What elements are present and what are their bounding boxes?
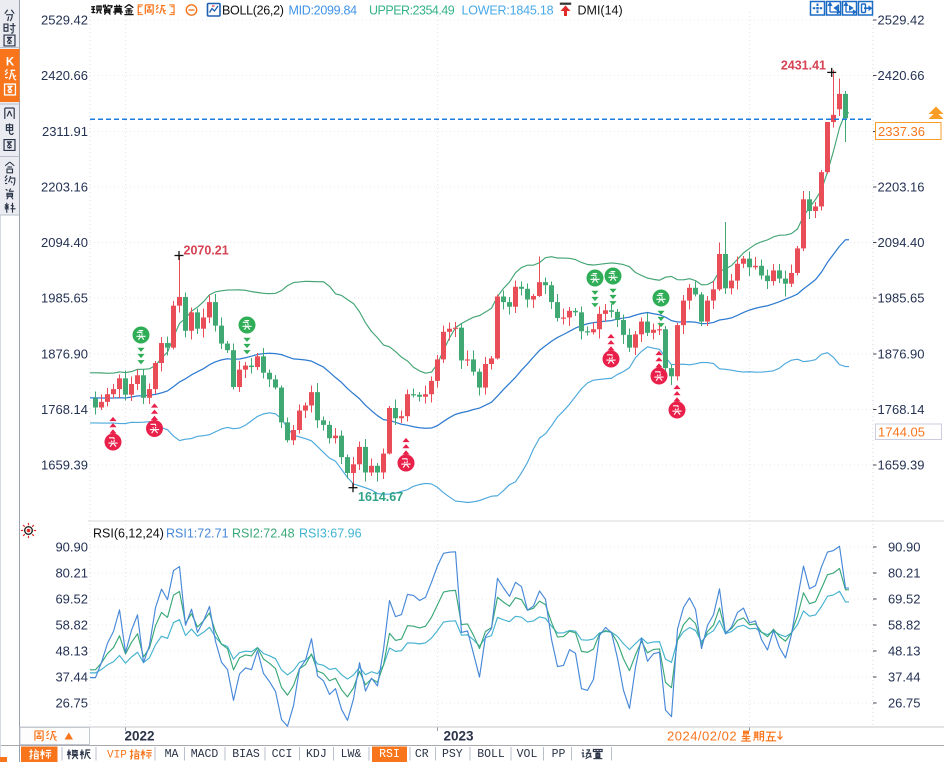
svg-text:2529.42: 2529.42 bbox=[41, 13, 88, 28]
svg-text:LOWER:1845.18: LOWER:1845.18 bbox=[462, 4, 554, 18]
svg-text:BIAS: BIAS bbox=[232, 748, 260, 761]
svg-text:MA: MA bbox=[165, 748, 179, 761]
svg-text:2023: 2023 bbox=[444, 729, 475, 744]
svg-text:1768.14: 1768.14 bbox=[41, 402, 88, 417]
svg-text:CCI: CCI bbox=[272, 748, 293, 761]
svg-text:90.90: 90.90 bbox=[55, 540, 88, 555]
svg-text:48.13: 48.13 bbox=[55, 644, 88, 659]
svg-text:58.82: 58.82 bbox=[888, 618, 921, 633]
svg-text:2420.66: 2420.66 bbox=[41, 68, 88, 83]
svg-text:1876.90: 1876.90 bbox=[41, 346, 88, 361]
svg-text:1768.14: 1768.14 bbox=[878, 402, 925, 417]
svg-text:2420.66: 2420.66 bbox=[878, 68, 925, 83]
svg-text:2529.42: 2529.42 bbox=[878, 13, 925, 28]
svg-text:2431.41: 2431.41 bbox=[781, 59, 826, 73]
svg-text:2022: 2022 bbox=[125, 729, 155, 744]
svg-text:2024/02/02: 2024/02/02 bbox=[667, 729, 737, 744]
svg-text:KDJ: KDJ bbox=[306, 748, 327, 761]
svg-text:37.44: 37.44 bbox=[888, 670, 921, 685]
svg-text:69.52: 69.52 bbox=[55, 592, 88, 607]
svg-text:90.90: 90.90 bbox=[888, 540, 921, 555]
svg-text:DMI(14): DMI(14) bbox=[578, 4, 623, 18]
svg-text:MID:2099.84: MID:2099.84 bbox=[289, 4, 358, 18]
svg-text:MACD: MACD bbox=[191, 748, 219, 761]
svg-text:PP: PP bbox=[552, 748, 566, 761]
svg-text:1614.67: 1614.67 bbox=[358, 490, 403, 504]
svg-text:2203.16: 2203.16 bbox=[878, 179, 925, 194]
svg-text:RSI3:67.96: RSI3:67.96 bbox=[299, 527, 362, 541]
svg-text:CR: CR bbox=[415, 748, 429, 761]
svg-text:UPPER:2354.49: UPPER:2354.49 bbox=[369, 4, 455, 18]
svg-text:37.44: 37.44 bbox=[55, 670, 88, 685]
svg-text:1985.65: 1985.65 bbox=[41, 291, 88, 306]
svg-text:2203.16: 2203.16 bbox=[41, 179, 88, 194]
svg-text:26.75: 26.75 bbox=[55, 696, 88, 711]
svg-text:K: K bbox=[6, 57, 15, 69]
svg-text:VOL: VOL bbox=[517, 748, 538, 761]
svg-text:RSI: RSI bbox=[379, 748, 400, 761]
svg-text:BOLL: BOLL bbox=[477, 748, 505, 761]
svg-text:RSI1:72.71: RSI1:72.71 bbox=[166, 527, 229, 541]
svg-text:PSY: PSY bbox=[442, 748, 463, 761]
svg-text:2070.21: 2070.21 bbox=[184, 244, 229, 258]
svg-text:2094.40: 2094.40 bbox=[878, 235, 925, 250]
svg-text:1876.90: 1876.90 bbox=[878, 346, 925, 361]
svg-text:2337.36: 2337.36 bbox=[878, 124, 925, 139]
svg-text:69.52: 69.52 bbox=[888, 592, 921, 607]
svg-text:VIP: VIP bbox=[107, 750, 127, 762]
svg-text:1659.39: 1659.39 bbox=[41, 458, 88, 473]
svg-text:RSI2:72.48: RSI2:72.48 bbox=[232, 527, 295, 541]
svg-text:LW&: LW& bbox=[341, 748, 362, 761]
svg-text:58.82: 58.82 bbox=[55, 618, 88, 633]
svg-text:80.21: 80.21 bbox=[55, 566, 88, 581]
svg-text:48.13: 48.13 bbox=[888, 644, 921, 659]
svg-text:26.75: 26.75 bbox=[888, 696, 921, 711]
svg-text:1985.65: 1985.65 bbox=[878, 291, 925, 306]
svg-text:BOLL(26,2): BOLL(26,2) bbox=[222, 4, 284, 18]
svg-text:RSI(6,12,24): RSI(6,12,24) bbox=[93, 527, 164, 541]
svg-text:2094.40: 2094.40 bbox=[41, 235, 88, 250]
svg-text:1659.39: 1659.39 bbox=[878, 458, 925, 473]
svg-text:80.21: 80.21 bbox=[888, 566, 921, 581]
svg-text:1744.05: 1744.05 bbox=[878, 424, 925, 439]
svg-text:2311.91: 2311.91 bbox=[42, 124, 88, 139]
